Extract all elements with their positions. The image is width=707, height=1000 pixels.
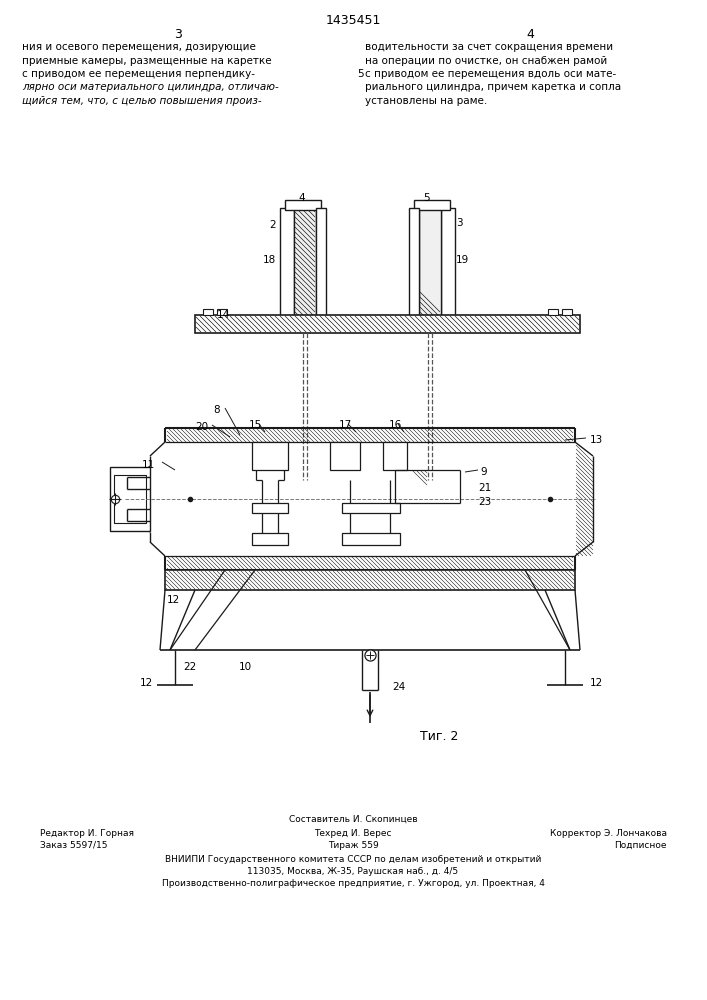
Text: 18: 18 [263, 255, 276, 265]
Text: Составитель И. Скопинцев: Составитель И. Скопинцев [288, 815, 417, 824]
Bar [203, 309, 213, 315]
Text: 11: 11 [141, 460, 155, 470]
Text: Редактор И. Горная: Редактор И. Горная [40, 829, 134, 838]
Text: 4: 4 [298, 193, 305, 203]
Text: 13: 13 [590, 435, 603, 445]
Text: риального цилиндра, причем каретка и сопла: риального цилиндра, причем каретка и соп… [365, 83, 621, 93]
Text: водительности за счет сокращения времени: водительности за счет сокращения времени [365, 42, 613, 52]
Text: 12: 12 [167, 595, 180, 605]
Text: 3: 3 [174, 28, 182, 41]
Text: лярно оси материального цилиндра, отличаю-: лярно оси материального цилиндра, отлича… [22, 83, 279, 93]
Text: 5: 5 [357, 69, 363, 79]
Polygon shape [395, 470, 460, 503]
Text: щийся тем, что, с целью повышения произ-: щийся тем, что, с целью повышения произ- [22, 96, 262, 106]
Text: Подписное: Подписное [614, 841, 667, 850]
Bar [419, 208, 441, 318]
Bar [342, 503, 400, 513]
Text: 16: 16 [388, 420, 402, 430]
Bar [280, 208, 294, 318]
Text: 22: 22 [184, 662, 197, 672]
Text: 5: 5 [423, 193, 431, 203]
Text: 10: 10 [238, 662, 252, 672]
Text: 9: 9 [480, 467, 486, 477]
Bar [165, 570, 575, 590]
Text: Корректор Э. Лончакова: Корректор Э. Лончакова [550, 829, 667, 838]
Text: 15: 15 [248, 420, 262, 430]
Text: 24: 24 [392, 682, 405, 692]
Text: 14: 14 [217, 310, 230, 320]
Bar [294, 208, 316, 318]
Text: Τиг. 2: Τиг. 2 [420, 730, 458, 743]
Bar [110, 467, 150, 531]
Text: Техред И. Верес: Техред И. Верес [314, 829, 392, 838]
Text: 1435451: 1435451 [325, 14, 380, 27]
Bar [252, 533, 288, 545]
Bar [114, 475, 146, 523]
Bar [441, 208, 455, 318]
Text: 17: 17 [339, 420, 351, 430]
Bar [330, 442, 360, 470]
Bar [562, 309, 572, 315]
Bar [409, 208, 419, 318]
Text: Производственно-полиграфическое предприятие, г. Ужгород, ул. Проектная, 4: Производственно-полиграфическое предприя… [162, 879, 544, 888]
Text: 2: 2 [269, 220, 276, 230]
Bar [383, 442, 407, 470]
Text: 4: 4 [526, 28, 534, 41]
Text: 12: 12 [590, 678, 603, 688]
Text: с приводом ее перемещения вдоль оси мате-: с приводом ее перемещения вдоль оси мате… [365, 69, 617, 79]
Text: ВНИИПИ Государственного комитета СССР по делам изобретений и открытий: ВНИИПИ Государственного комитета СССР по… [165, 855, 541, 864]
Text: приемные камеры, размещенные на каретке: приемные камеры, размещенные на каретке [22, 55, 271, 66]
Bar [285, 200, 321, 210]
Bar [217, 309, 227, 315]
Bar [195, 315, 580, 333]
Text: 21: 21 [478, 483, 491, 493]
Text: 12: 12 [140, 678, 153, 688]
Text: Заказ 5597/15: Заказ 5597/15 [40, 841, 107, 850]
Text: 3: 3 [456, 218, 462, 228]
Bar [252, 503, 288, 513]
Text: 20: 20 [195, 422, 208, 432]
Text: с приводом ее перемещения перпендику-: с приводом ее перемещения перпендику- [22, 69, 255, 79]
Text: Тираж 559: Тираж 559 [327, 841, 378, 850]
Bar [548, 309, 558, 315]
Text: 19: 19 [456, 255, 469, 265]
Bar [316, 208, 326, 318]
Bar [342, 533, 400, 545]
Text: 8: 8 [214, 405, 220, 415]
Text: 113035, Москва, Ж-35, Раушская наб., д. 4/5: 113035, Москва, Ж-35, Раушская наб., д. … [247, 867, 459, 876]
Text: установлены на раме.: установлены на раме. [365, 96, 487, 106]
Text: на операции по очистке, он снабжен рамой: на операции по очистке, он снабжен рамой [365, 55, 607, 66]
Bar [252, 442, 288, 470]
Bar [414, 200, 450, 210]
Text: ния и осевого перемещения, дозирующие: ния и осевого перемещения, дозирующие [22, 42, 256, 52]
Text: 23: 23 [478, 497, 491, 507]
